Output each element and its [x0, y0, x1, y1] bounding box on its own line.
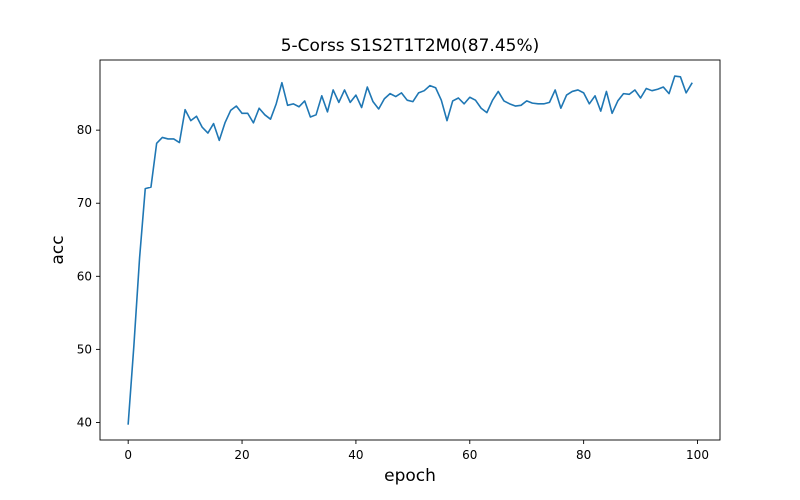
y-tick-label: 60 [77, 269, 92, 283]
y-axis: 40 50 60 70 80 [77, 123, 100, 429]
x-axis: 0 20 40 60 80 100 [124, 440, 709, 462]
y-tick-label: 80 [77, 123, 92, 137]
x-tick-label: 80 [576, 448, 591, 462]
x-tick-label: 20 [234, 448, 249, 462]
x-tick-label: 100 [686, 448, 709, 462]
x-axis-label: epoch [384, 466, 436, 486]
y-tick-label: 50 [77, 342, 92, 356]
series-line [127, 75, 693, 425]
x-tick-label: 60 [462, 448, 477, 462]
x-tick-label: 40 [348, 448, 363, 462]
y-tick-label: 40 [77, 415, 92, 429]
chart-title: 5-Corss S1S2T1T2M0(87.45%) [281, 36, 540, 56]
y-tick-label: 70 [77, 196, 92, 210]
x-tick-label: 0 [124, 448, 132, 462]
plot-area [99, 59, 721, 441]
y-axis-label: acc [48, 235, 68, 264]
plot-frame [99, 59, 721, 441]
